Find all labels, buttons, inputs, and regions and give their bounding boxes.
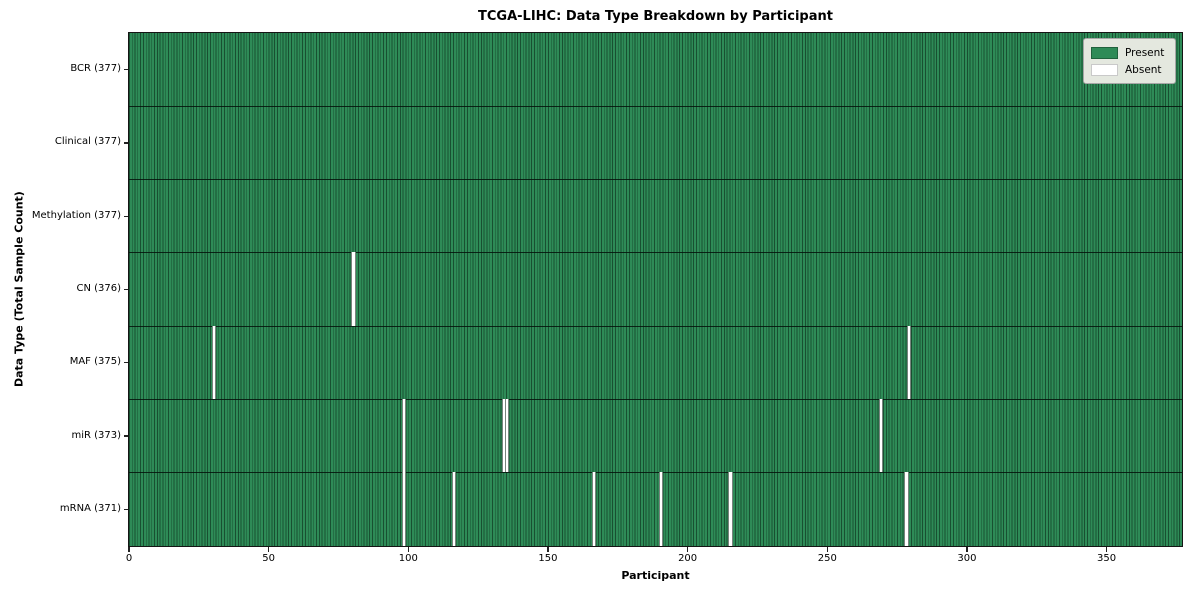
x-tick-mark [268,547,270,552]
y-tick-label: CN (376) [76,283,121,294]
absent-cell [451,472,457,546]
absent-cell [504,399,510,473]
heatmap-row-maf [128,325,1182,400]
y-tick-mark [123,142,128,144]
x-tick-label: 100 [398,553,418,565]
absent-cell [401,399,406,473]
plot-area [127,31,1183,547]
heatmap-row-methylation [128,179,1182,253]
heatmap-row-mir [128,399,1182,473]
heatmap-row-bcr [128,32,1182,106]
y-tick-mark [123,69,128,71]
absent-cell [401,472,406,546]
legend-label-present: Present [1125,46,1165,59]
heatmap-row-clinical [128,105,1182,180]
x-tick-mark [826,547,828,552]
absent-cell [351,252,356,326]
absent-cell [211,325,216,400]
x-tick-mark [1105,547,1108,552]
x-tick-mark [407,547,409,552]
x-tick-mark [687,547,689,552]
y-tick-mark [123,435,128,437]
legend: Present Absent [1083,38,1176,84]
x-tick-label: 150 [538,553,558,565]
legend-swatch-present-icon [1091,46,1118,59]
absent-cell [591,472,596,546]
y-tick-label: Methylation (377) [31,209,121,221]
y-tick-label: Clinical (377) [54,136,121,148]
y-tick-mark [123,508,128,510]
heatmap-row-cn [128,252,1182,326]
y-tick-label: miR (373) [71,429,121,441]
x-tick-mark [547,547,549,552]
y-tick-label: MAF (375) [69,356,121,368]
y-tick-label: BCR (377) [70,63,121,75]
y-tick-label: mRNA (371) [59,502,121,514]
absent-cell [728,472,733,546]
absent-cell [907,325,912,400]
x-tick-label: 350 [1097,553,1117,565]
legend-entry-present: Present [1091,44,1168,61]
x-tick-mark [128,547,130,552]
x-tick-mark [966,547,968,552]
chart-title: TCGA-LIHC: Data Type Breakdown by Partic… [478,9,833,24]
legend-label-absent: Absent [1125,63,1162,76]
y-tick-mark [123,288,128,291]
x-tick-label: 250 [817,553,837,565]
y-tick-mark [123,362,128,364]
x-axis-label: Participant [621,569,690,582]
x-tick-label: 200 [678,553,698,565]
x-tick-label: 50 [262,553,275,565]
absent-cell [658,472,663,546]
x-tick-label: 0 [125,553,133,565]
y-tick-mark [123,215,128,217]
legend-entry-absent: Absent [1091,61,1168,78]
absent-cell [879,399,884,473]
heatmap-row-mrna [128,472,1182,546]
absent-cell [904,472,909,546]
x-tick-label: 300 [957,553,977,565]
legend-swatch-absent-icon [1091,63,1118,76]
